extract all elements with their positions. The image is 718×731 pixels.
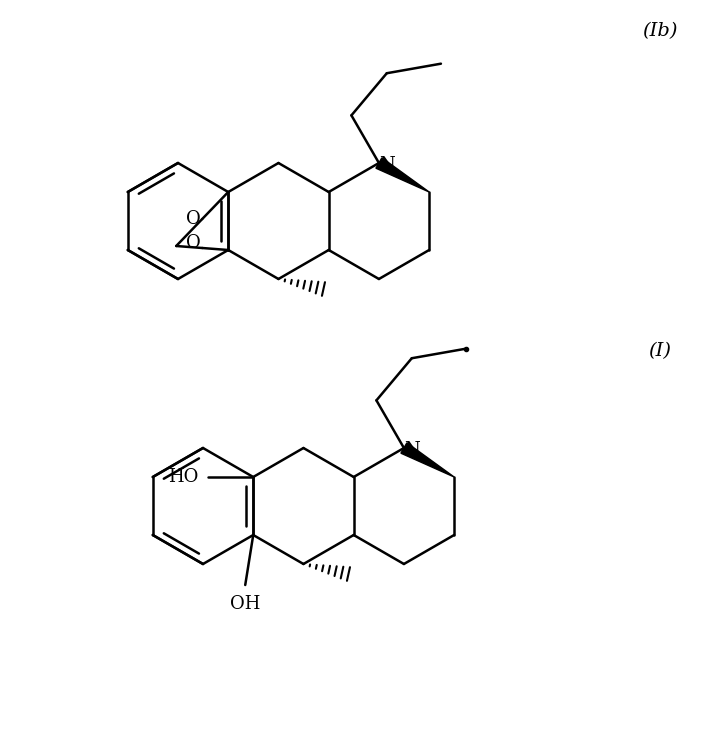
Text: (Ib): (Ib) xyxy=(642,22,678,40)
Text: OH: OH xyxy=(230,595,261,613)
Text: HO: HO xyxy=(168,468,198,486)
Text: O: O xyxy=(186,210,200,228)
Text: N: N xyxy=(404,441,420,459)
Polygon shape xyxy=(376,158,429,192)
Text: O: O xyxy=(186,234,200,252)
Text: (I): (I) xyxy=(648,342,671,360)
Text: N: N xyxy=(379,156,395,174)
Polygon shape xyxy=(401,443,454,477)
